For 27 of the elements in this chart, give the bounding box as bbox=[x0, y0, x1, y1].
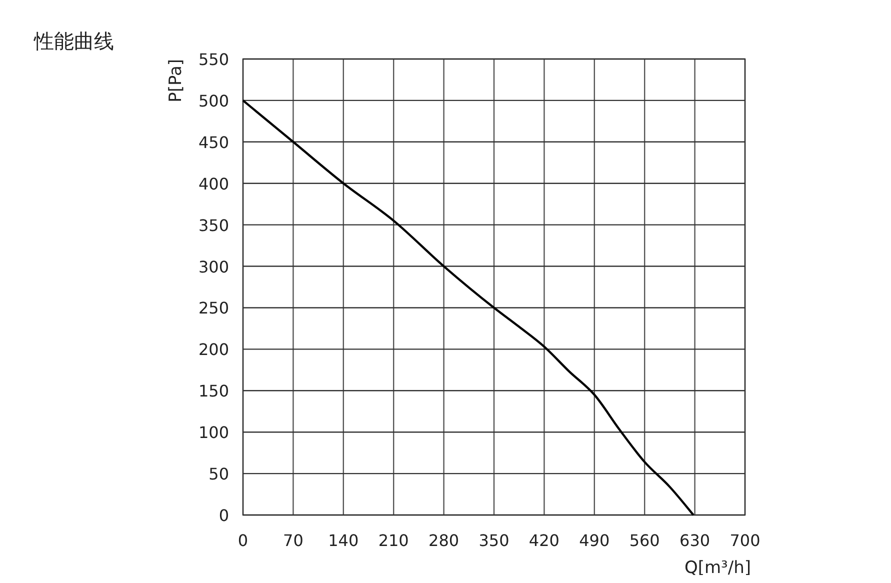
y-tick-label: 150 bbox=[198, 382, 229, 401]
x-tick-label: 350 bbox=[478, 531, 510, 550]
x-tick-label: 210 bbox=[378, 531, 409, 550]
x-axis-title: Q[m³/h] bbox=[684, 558, 751, 578]
x-tick-label: 630 bbox=[680, 531, 710, 550]
x-tick-label: 560 bbox=[629, 531, 660, 550]
y-tick-label: 350 bbox=[198, 216, 229, 235]
y-tick-label: 550 bbox=[198, 50, 229, 69]
x-tick-label: 70 bbox=[283, 531, 304, 550]
y-tick-label: 50 bbox=[208, 464, 229, 484]
y-tick-label: 300 bbox=[198, 257, 229, 276]
y-tick-label: 400 bbox=[198, 174, 229, 194]
y-axis-title: P[Pa] bbox=[166, 59, 186, 102]
line-series bbox=[242, 99, 694, 516]
y-tick-label: 450 bbox=[198, 132, 229, 152]
x-tick-label: 0 bbox=[238, 531, 248, 550]
text: 性能曲线 bbox=[33, 29, 114, 53]
y-tick-label: 500 bbox=[198, 91, 229, 110]
x-tick-label: 140 bbox=[328, 531, 359, 550]
y-tick-label: 250 bbox=[198, 298, 229, 318]
x-tick-label: 420 bbox=[528, 531, 560, 550]
y-tick-label: 100 bbox=[198, 423, 229, 442]
y-tick-label: 0 bbox=[218, 506, 229, 525]
x-tick-label: 700 bbox=[730, 531, 760, 550]
y-tick-label: 200 bbox=[198, 340, 229, 360]
x-tick-label: 490 bbox=[579, 531, 610, 550]
x-tick-label: 280 bbox=[428, 531, 460, 550]
